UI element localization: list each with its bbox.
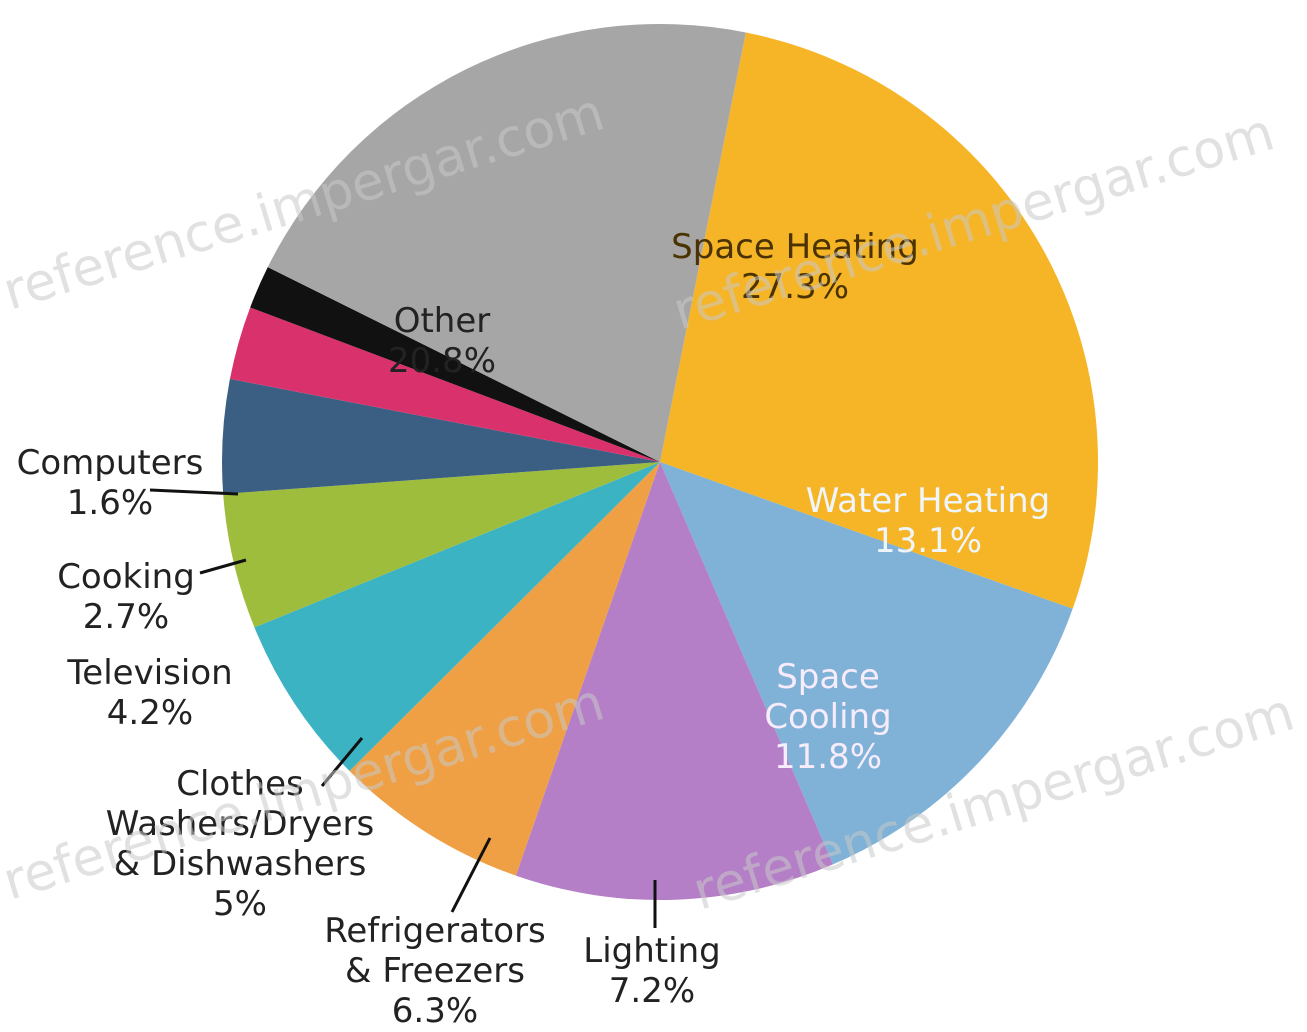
label-refrigerators-and-freezers: Refrigerators & Freezers 6.3%	[324, 911, 546, 1031]
name-clothes-washers-dryers-and-dishwashers: & Dishwashers	[114, 844, 367, 884]
label-space-heating: Space Heating 27.3%	[671, 227, 919, 307]
slice-lighting	[349, 462, 660, 876]
value-space-heating: 27.3%	[741, 267, 849, 307]
label-other: Other 20.8%	[388, 301, 496, 381]
label-space-cooling: Space Cooling 11.8%	[764, 657, 891, 777]
leader-lines	[149, 488, 657, 928]
leader-line-cooking	[199, 558, 247, 575]
value-refrigerators-and-freezers: 6.3%	[392, 991, 478, 1031]
slice-cooking	[229, 307, 660, 462]
label-cooking: Cooking 2.7%	[57, 557, 195, 637]
slice-labels: Space Heating 27.3% Water Heating 13.1% Spac…	[17, 227, 1051, 1031]
name-space-cooling: Cooling	[764, 697, 891, 737]
name-lighting: Lighting	[583, 931, 720, 971]
label-computers: Computers 1.6%	[17, 443, 204, 523]
value-lighting: 7.2%	[609, 971, 695, 1011]
value-clothes-washers-dryers-and-dishwashers: 5%	[213, 884, 267, 924]
name-space-cooling: Space	[776, 657, 880, 697]
slice-space-heating	[660, 32, 1098, 609]
slice-water-heating	[660, 462, 1073, 865]
name-refrigerators-and-freezers: & Freezers	[345, 951, 525, 991]
name-cooking: Cooking	[57, 557, 195, 597]
name-clothes-washers-dryers-and-dishwashers: Washers/Dryers	[106, 804, 375, 844]
slice-refrigerators-and-freezers	[254, 462, 660, 771]
label-television: Television 4.2%	[66, 653, 232, 733]
leader-line-clothes-washers-dryers-and-dishwashers	[320, 737, 364, 787]
label-clothes-washers-dryers-and-dishwashers: Clothes Washers/Dryers & Dishwashers 5%	[106, 764, 375, 924]
name-other: Other	[394, 301, 491, 341]
name-clothes-washers-dryers-and-dishwashers: Clothes	[176, 764, 304, 804]
value-other: 20.8%	[388, 341, 496, 381]
pie-slices	[222, 24, 1098, 901]
slice-clothes-washers-dryers-and-dishwashers	[223, 462, 661, 628]
slice-television	[222, 378, 661, 494]
value-cooking: 2.7%	[83, 597, 169, 637]
value-computers: 1.6%	[67, 483, 153, 523]
value-water-heating: 13.1%	[874, 521, 982, 561]
value-television: 4.2%	[107, 693, 193, 733]
label-lighting: Lighting 7.2%	[583, 931, 720, 1011]
name-water-heating: Water Heating	[806, 481, 1051, 521]
label-water-heating: Water Heating 13.1%	[806, 481, 1051, 561]
slice-other	[267, 24, 746, 462]
leader-line-computers	[149, 488, 239, 496]
leader-line-refrigerators-and-freezers	[450, 837, 492, 913]
value-space-cooling: 11.8%	[774, 737, 882, 777]
name-television: Television	[66, 653, 232, 693]
name-computers: Computers	[17, 443, 204, 483]
name-space-heating: Space Heating	[671, 227, 919, 267]
name-refrigerators-and-freezers: Refrigerators	[324, 911, 546, 951]
slice-space-cooling	[515, 462, 833, 901]
slice-computers	[250, 267, 661, 462]
